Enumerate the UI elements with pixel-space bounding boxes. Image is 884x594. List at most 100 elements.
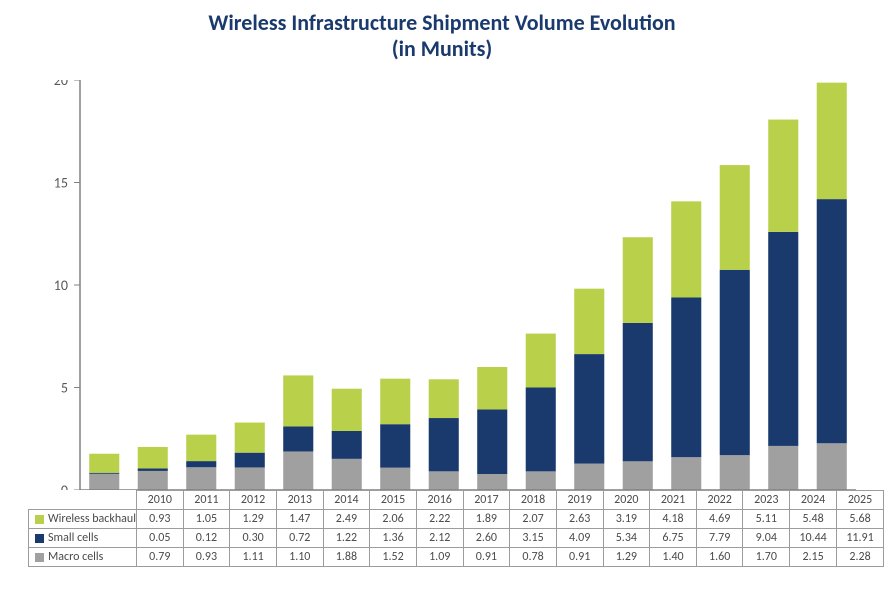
table-value-cell: 11.91 [837, 529, 884, 548]
table-value-cell: 2.12 [416, 529, 463, 548]
bar-segment [186, 435, 216, 461]
table-value-cell: 2.15 [790, 548, 837, 567]
bar-segment [574, 464, 604, 490]
chart-title-line1: Wireless Infrastructure Shipment Volume … [0, 10, 884, 36]
bar-segment [429, 471, 459, 490]
table-value-cell: 5.68 [837, 510, 884, 529]
table-value-cell: 0.78 [510, 548, 557, 567]
table-value-cell: 1.40 [650, 548, 697, 567]
bar-segment [380, 379, 410, 425]
table-value-cell: 6.75 [650, 529, 697, 548]
bar-segment [89, 473, 119, 474]
bar-segment [671, 298, 701, 458]
table-value-cell: 0.30 [230, 529, 277, 548]
table-value-cell: 5.11 [743, 510, 790, 529]
table-year-cell: 2022 [696, 491, 743, 510]
table-value-cell: 4.09 [556, 529, 603, 548]
data-table: 2010201120122013201420152016201720182019… [28, 490, 884, 567]
table-value-cell: 1.29 [603, 548, 650, 567]
bar-segment [235, 467, 265, 490]
table-row: Macro cells0.790.931.111.101.881.521.090… [29, 548, 884, 567]
table-value-cell: 3.19 [603, 510, 650, 529]
svg-text:0: 0 [61, 482, 68, 490]
table-year-cell: 2025 [837, 491, 884, 510]
bar-segment [138, 471, 168, 490]
bar-segment [623, 323, 653, 461]
table-value-cell: 1.89 [463, 510, 510, 529]
table-year-cell: 2011 [183, 491, 230, 510]
table-value-cell: 1.10 [276, 548, 323, 567]
bar-segment [574, 354, 604, 463]
table-year-cell: 2018 [510, 491, 557, 510]
table-value-cell: 0.93 [183, 548, 230, 567]
table-value-cell: 2.49 [323, 510, 370, 529]
table-value-cell: 10.44 [790, 529, 837, 548]
bar-segment [817, 443, 847, 490]
bar-segment [477, 367, 507, 409]
table-value-cell: 1.60 [696, 548, 743, 567]
bar-segment [235, 453, 265, 468]
legend-swatch [35, 553, 44, 562]
table-value-cell: 1.11 [230, 548, 277, 567]
svg-text:20: 20 [54, 80, 68, 89]
bar-segment [720, 455, 750, 490]
table-value-cell: 0.05 [136, 529, 183, 548]
bar-segment [526, 388, 556, 472]
table-year-cell: 2021 [650, 491, 697, 510]
table-value-cell: 9.04 [743, 529, 790, 548]
bar-segment [477, 474, 507, 490]
table-value-cell: 2.63 [556, 510, 603, 529]
table-year-cell: 2024 [790, 491, 837, 510]
table-value-cell: 5.48 [790, 510, 837, 529]
bar-segment [526, 471, 556, 490]
table-value-cell: 2.07 [510, 510, 557, 529]
table-value-cell: 3.15 [510, 529, 557, 548]
table-value-cell: 4.18 [650, 510, 697, 529]
legend-label: Small cells [48, 531, 98, 545]
table-row: Small cells0.050.120.300.721.221.362.122… [29, 529, 884, 548]
svg-text:5: 5 [61, 380, 68, 397]
table-series-header: Wireless backhaul [29, 510, 137, 529]
bar-segment [332, 459, 362, 490]
bar-segment [89, 474, 119, 490]
bar-segment [429, 418, 459, 471]
table-value-cell: 1.29 [230, 510, 277, 529]
table-value-cell: 2.06 [370, 510, 417, 529]
bar-segment [671, 201, 701, 297]
legend-label: Wireless backhaul [48, 512, 136, 526]
bar-segment [283, 451, 313, 490]
table-value-cell: 2.60 [463, 529, 510, 548]
bar-segment [768, 232, 798, 446]
bar-segment [283, 426, 313, 451]
table-year-cell: 2012 [230, 491, 277, 510]
table-year-cell: 2020 [603, 491, 650, 510]
table-corner-cell [29, 491, 137, 510]
svg-text:10: 10 [54, 277, 68, 294]
table-value-cell: 0.93 [136, 510, 183, 529]
table-value-cell: 4.69 [696, 510, 743, 529]
table-year-cell: 2016 [416, 491, 463, 510]
table-year-cell: 2017 [463, 491, 510, 510]
stacked-bar-chart: 0 5 10 15 20 [28, 80, 856, 490]
table-value-cell: 1.36 [370, 529, 417, 548]
table-series-header: Small cells [29, 529, 137, 548]
bar-segment [138, 447, 168, 469]
table-value-cell: 1.70 [743, 548, 790, 567]
table-value-cell: 0.12 [183, 529, 230, 548]
chart-title: Wireless Infrastructure Shipment Volume … [0, 0, 884, 63]
table-header-row: 2010201120122013201420152016201720182019… [29, 491, 884, 510]
chart-area: 0 5 10 15 20 [28, 80, 856, 490]
table-row: Wireless backhaul0.931.051.291.472.492.0… [29, 510, 884, 529]
svg-text:15: 15 [54, 175, 68, 192]
table-year-cell: 2013 [276, 491, 323, 510]
table-value-cell: 2.28 [837, 548, 884, 567]
bar-segment [817, 83, 847, 199]
table-value-cell: 0.79 [136, 548, 183, 567]
bar-segment [574, 289, 604, 354]
bar-segment [380, 468, 410, 490]
bar-segment [235, 423, 265, 453]
bar-segment [380, 424, 410, 467]
table-value-cell: 1.47 [276, 510, 323, 529]
legend-swatch [35, 515, 44, 524]
bar-segment [283, 375, 313, 426]
